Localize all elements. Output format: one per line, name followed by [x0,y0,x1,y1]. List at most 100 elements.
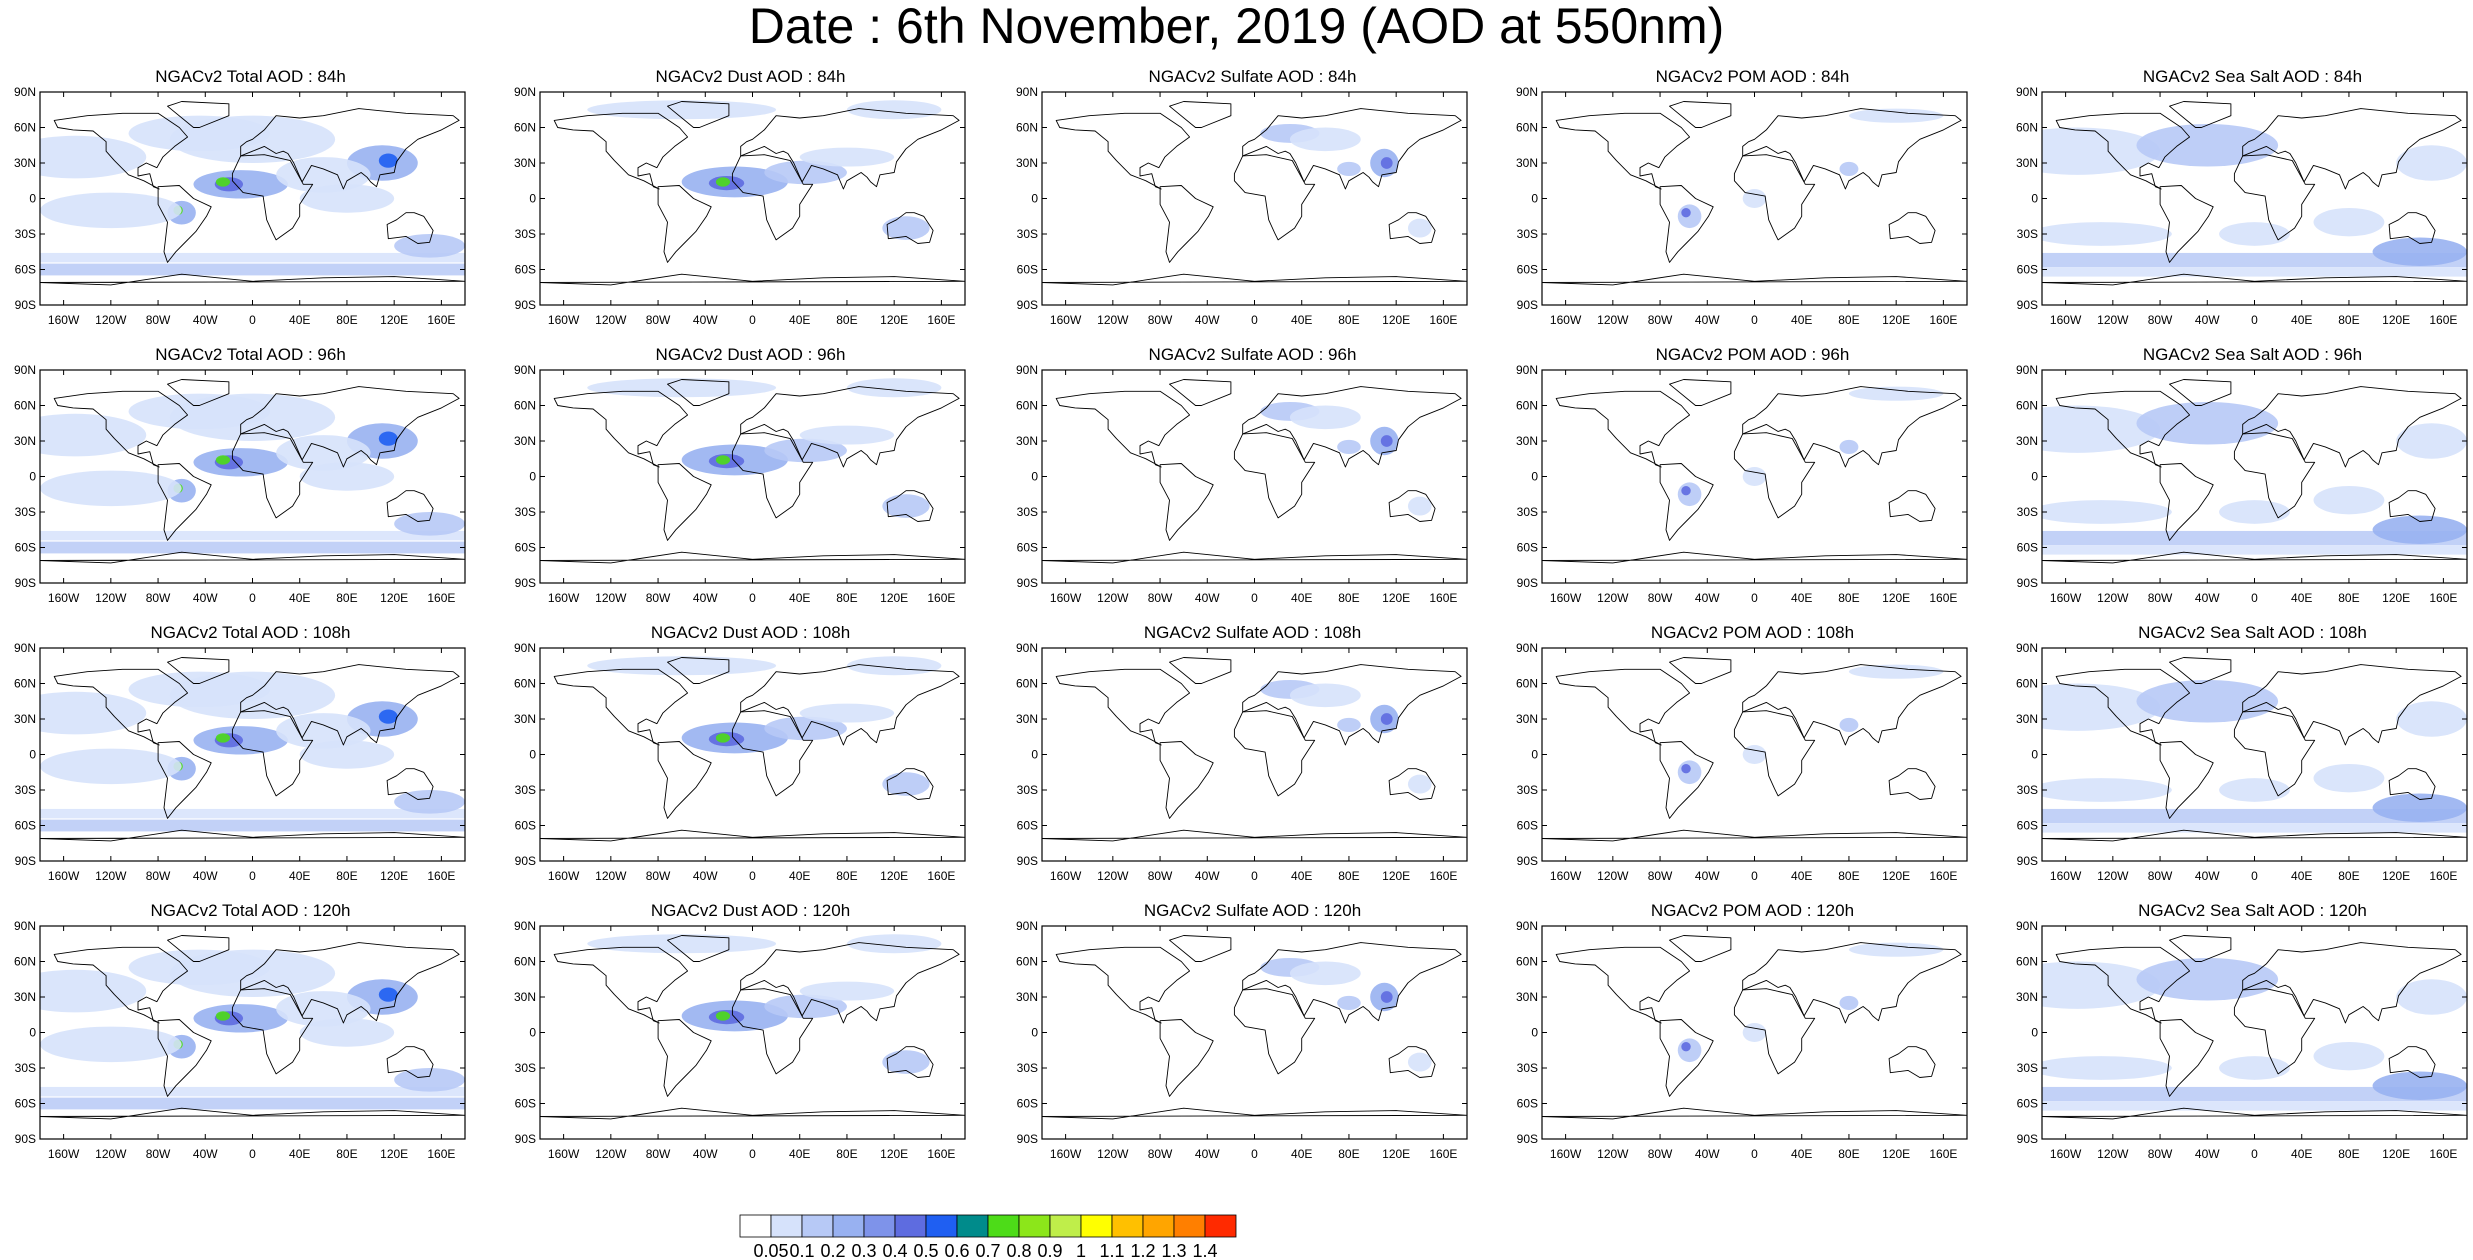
map-panel-sulfate: NGACv2 Sulfate AOD : 108h 90N 60N 30N 0 30S 60… [1016,623,1540,898]
coastline [53,946,189,1024]
lon-tick-label: 0 [1751,313,1758,327]
lat-tick-label: 60S [1017,263,1038,277]
lon-tick-label: 120E [1882,869,1910,883]
coastline [2242,108,2462,190]
coastline [231,432,314,519]
coastline [540,829,965,842]
aod-contour [2042,405,2161,453]
lon-tick-label: 80E [1838,869,1859,883]
aod-contour [40,1097,465,1110]
panel-title: NGACv2 Sea Salt AOD : 84h [2142,67,2363,86]
lon-tick-label: 160W [2050,869,2082,883]
lon-tick-label: 80W [1648,313,1673,327]
lat-tick-label: 60S [2017,819,2038,833]
panel-title: NGACv2 Dust AOD : 96h [655,345,846,364]
coastline [1733,154,1816,241]
aod-contour [40,969,147,1013]
coastline [731,432,814,519]
lon-tick-label: 80W [646,313,671,327]
lon-tick-label: 80E [2338,1147,2359,1161]
lon-tick-label: 120E [1382,869,1410,883]
colorbar-swatch [956,1214,989,1238]
coastline [1242,664,1462,746]
lon-tick-label: 80W [646,1147,671,1161]
coastline [2233,710,2316,797]
aod-contour [2042,778,2172,802]
lon-tick-label: 0 [249,1147,256,1161]
aod-contour [882,494,930,518]
map-panel-dust: NGACv2 Dust AOD : 120h 90N 60N 30N 0 30S 60S 90… [514,901,1038,1176]
lon-tick-label: 120W [595,869,627,883]
lon-tick-label: 0 [749,313,756,327]
coastline [2388,490,2436,522]
lon-tick-label: 80E [836,313,857,327]
lat-tick-label: 30S [1017,783,1038,797]
aod-contour [1839,439,1859,455]
coastline [740,942,960,1024]
lon-tick-label: 40W [193,591,218,605]
lon-tick-label: 0 [249,869,256,883]
lat-tick-label: 90S [2017,298,2038,312]
lon-tick-label: 120W [95,313,127,327]
colorbar-label: 0.8 [1006,1241,1031,1260]
map-panel-total: NGACv2 Total AOD : 120h 90N 60N 30N 0 30S 60S 9… [14,901,538,1176]
lat-tick-label: 90S [515,1132,536,1146]
lon-tick-label: 80W [1148,1147,1173,1161]
aod-contour [1380,435,1393,447]
lon-tick-label: 120E [380,591,408,605]
lon-tick-label: 40W [1695,313,1720,327]
lat-tick-label: 30S [515,505,536,519]
lat-tick-label: 0 [29,1026,36,1040]
lon-tick-label: 80E [836,869,857,883]
lat-tick-label: 90S [2017,1132,2038,1146]
coastline [1233,988,1316,1075]
aod-contour [276,991,371,1027]
lat-tick-label: 60N [1516,121,1538,135]
lon-tick-label: 160E [1429,1147,1457,1161]
lat-tick-label: 60N [1516,677,1538,691]
aod-contour [2372,237,2467,266]
lat-tick-label: 90N [514,919,536,933]
colorbar-label: 0.1 [789,1241,814,1260]
aod-contour [2372,1071,2467,1100]
coastline [157,463,212,541]
aod-contour [215,177,231,187]
lat-tick-label: 0 [2031,470,2038,484]
lat-tick-label: 60S [515,541,536,555]
lon-tick-label: 80W [646,591,671,605]
colorbar-label: 1 [1076,1241,1086,1260]
coastline [2233,154,2316,241]
colorbar-swatch [1204,1214,1237,1238]
lat-tick-label: 90N [14,919,36,933]
colorbar-swatch [1173,1214,1206,1238]
aod-contour [1407,496,1432,516]
coastline [240,108,460,190]
aod-contour [215,733,231,743]
lon-tick-label: 120W [1097,591,1129,605]
coastline [1233,710,1316,797]
lat-tick-label: 60S [2017,541,2038,555]
lat-tick-label: 60S [15,263,36,277]
aod-contour [299,462,395,491]
coastline [731,710,814,797]
aod-contour [2219,778,2290,802]
aod-contour [846,656,942,676]
lat-tick-label: 30S [1017,227,1038,241]
aod-contour [715,1011,731,1021]
coastline [1042,551,1467,564]
aod-contour [1677,482,1702,507]
aod-contour [1848,942,1944,957]
lat-tick-label: 90N [2016,85,2038,99]
coastline [2159,1019,2214,1097]
lon-tick-label: 160E [927,313,955,327]
lat-tick-label: 30N [14,434,36,448]
colorbar-swatch [739,1214,772,1238]
coastline [2159,185,2214,263]
aod-contour [1848,108,1944,123]
lon-tick-label: 80E [1838,591,1859,605]
aod-contour [299,740,395,769]
lon-tick-label: 160W [2050,313,2082,327]
coastline [1669,379,1732,406]
map-panel-dust: NGACv2 Dust AOD : 108h 90N 60N 30N 0 30S 60S 90… [514,623,1038,898]
coastline [886,1046,934,1078]
